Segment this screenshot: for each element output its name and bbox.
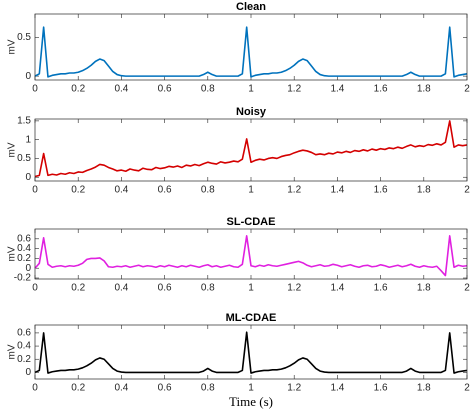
y-tick-label: 0.5 bbox=[17, 153, 31, 164]
subplot-title: ML-CDAE bbox=[226, 312, 277, 324]
y-tick-label: 0.4 bbox=[17, 243, 31, 254]
x-tick-label: 0 bbox=[32, 283, 38, 294]
x-tick-label: 2 bbox=[464, 383, 470, 394]
x-tick-label: 0.6 bbox=[158, 283, 172, 294]
y-tick-label: 0 bbox=[25, 71, 31, 82]
x-tick-label: 1.8 bbox=[417, 383, 431, 394]
x-tick-label: 1.4 bbox=[330, 185, 344, 196]
y-tick-label: 0 bbox=[25, 263, 31, 274]
x-tick-label: 1.8 bbox=[417, 283, 431, 294]
x-tick-label: 0.4 bbox=[114, 185, 128, 196]
signal-line bbox=[34, 120, 468, 178]
y-axis-label: mV bbox=[7, 39, 18, 54]
y-tick-label: 0.5 bbox=[17, 32, 31, 43]
x-tick-label: 0.4 bbox=[114, 383, 128, 394]
subplot-title: Noisy bbox=[236, 106, 267, 118]
x-tick-label: 1.4 bbox=[330, 283, 344, 294]
x-tick-label: 1 bbox=[248, 185, 254, 196]
x-tick-label: 1.2 bbox=[287, 283, 301, 294]
axes-frame bbox=[34, 228, 468, 280]
x-tick-label: 0.8 bbox=[201, 283, 215, 294]
x-tick-label: 0.6 bbox=[158, 185, 172, 196]
x-tick-label: 2 bbox=[464, 84, 470, 95]
subplot-title: SL-CDAE bbox=[227, 216, 276, 228]
x-tick-label: 1 bbox=[248, 84, 254, 95]
x-tick-label: 1 bbox=[248, 283, 254, 294]
y-tick-label: -0.2 bbox=[14, 273, 32, 284]
axes-frame bbox=[34, 13, 468, 81]
x-tick-label: 2 bbox=[464, 185, 470, 196]
y-tick-label: 0.4 bbox=[17, 341, 31, 352]
x-tick-label: 1 bbox=[248, 383, 254, 394]
x-tick-label: 1.4 bbox=[330, 383, 344, 394]
x-tick-label: 1.2 bbox=[287, 383, 301, 394]
y-tick-label: 1 bbox=[25, 134, 31, 145]
y-tick-label: 0.6 bbox=[17, 233, 31, 244]
y-axis-label: mV bbox=[7, 142, 18, 157]
x-tick-label: 0.2 bbox=[71, 283, 85, 294]
y-tick-label: 1.5 bbox=[17, 116, 31, 127]
y-tick-label: 0.2 bbox=[17, 354, 31, 365]
y-tick-label: 0 bbox=[25, 172, 31, 183]
y-axis-label: mV bbox=[7, 246, 18, 261]
x-tick-label: 1.6 bbox=[374, 84, 388, 95]
x-tick-label: 0 bbox=[32, 84, 38, 95]
x-tick-label: 0.4 bbox=[114, 84, 128, 95]
x-tick-label: 1.8 bbox=[417, 84, 431, 95]
x-tick-label: 0.8 bbox=[201, 185, 215, 196]
x-tick-label: 0.4 bbox=[114, 283, 128, 294]
y-axis-label: mV bbox=[7, 344, 18, 359]
x-tick-label: 1.6 bbox=[374, 283, 388, 294]
x-tick-label: 1.2 bbox=[287, 84, 301, 95]
x-tick-label: 1.8 bbox=[417, 185, 431, 196]
x-tick-label: 1.2 bbox=[287, 185, 301, 196]
signal-line bbox=[34, 331, 468, 374]
y-tick-label: 0.2 bbox=[17, 253, 31, 264]
x-tick-label: 0 bbox=[32, 185, 38, 196]
x-tick-label: 1.6 bbox=[374, 383, 388, 394]
x-tick-label: 0.6 bbox=[158, 84, 172, 95]
x-tick-label: 1.6 bbox=[374, 185, 388, 196]
x-tick-label: 2 bbox=[464, 283, 470, 294]
x-tick-label: 0.2 bbox=[71, 84, 85, 95]
x-tick-label: 0.2 bbox=[71, 383, 85, 394]
y-tick-label: 0.6 bbox=[17, 328, 31, 339]
x-tick-label: 1.4 bbox=[330, 84, 344, 95]
x-tick-label: 0.2 bbox=[71, 185, 85, 196]
subplot-title: Clean bbox=[236, 1, 266, 13]
x-tick-label: 0 bbox=[32, 383, 38, 394]
x-tick-label: 0.8 bbox=[201, 383, 215, 394]
signal-line bbox=[34, 235, 468, 277]
axes-frame bbox=[34, 118, 468, 182]
x-axis-label: Time (s) bbox=[229, 394, 273, 409]
axes-frame bbox=[34, 324, 468, 380]
signal-line bbox=[34, 26, 468, 78]
x-tick-label: 0.6 bbox=[158, 383, 172, 394]
y-tick-label: 0 bbox=[25, 367, 31, 378]
x-tick-label: 0.8 bbox=[201, 84, 215, 95]
